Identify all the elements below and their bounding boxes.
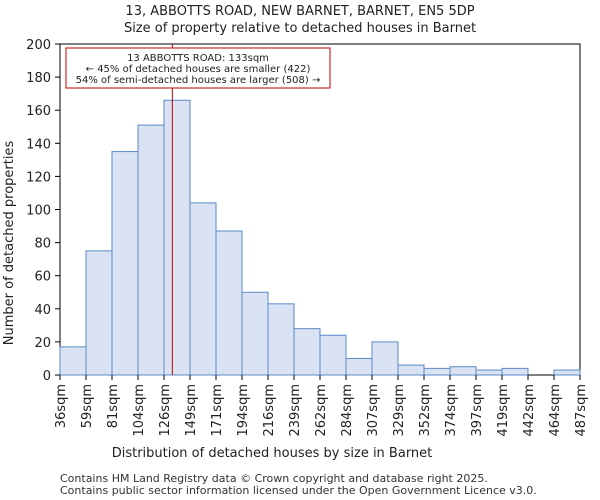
x-tick-label: 487sqm: [574, 384, 589, 437]
x-tick-label: 419sqm: [496, 384, 511, 437]
bar-59sqm: [85, 250, 113, 376]
x-axis-label: Distribution of detached houses by size …: [112, 446, 433, 461]
bar-194sqm: [241, 291, 269, 376]
x-tick-label: 262sqm: [314, 384, 329, 437]
bar-149sqm: [189, 202, 217, 376]
x-tick-label: 149sqm: [184, 384, 199, 437]
y-tick-label: 100: [26, 204, 51, 219]
x-tick-label: 374sqm: [444, 384, 459, 437]
bar-239sqm: [293, 328, 321, 376]
bar-464sqm: [553, 369, 581, 376]
bar-329sqm: [397, 364, 425, 376]
bar-419sqm: [501, 367, 529, 376]
bar-81sqm: [111, 151, 139, 376]
y-tick-label: 180: [26, 71, 51, 86]
footer-line-2: Contains public sector information licen…: [60, 484, 537, 497]
y-tick-label: 20: [34, 336, 51, 351]
bar-216sqm: [267, 303, 295, 376]
y-tick-label: 120: [26, 170, 51, 185]
annotation-line-2: ← 45% of detached houses are smaller (42…: [86, 64, 311, 75]
y-tick-label: 60: [34, 270, 51, 285]
x-tick-label: 216sqm: [262, 384, 277, 437]
y-axis-label: Number of detached properties: [2, 141, 17, 346]
x-tick-label: 352sqm: [418, 384, 433, 437]
x-tick-label: 171sqm: [210, 384, 225, 437]
x-tick-label: 126sqm: [158, 384, 173, 437]
annotation-box: 13 ABBOTTS ROAD: 133sqm ← 45% of detache…: [65, 47, 331, 89]
y-tick-label: 160: [26, 104, 51, 119]
y-tick-label: 0: [43, 369, 51, 384]
bar-284sqm: [345, 357, 373, 376]
x-tick-label: 329sqm: [392, 384, 407, 437]
x-tick-label: 59sqm: [80, 384, 95, 428]
x-tick-label: 442sqm: [522, 384, 537, 437]
chart-title: 13, ABBOTTS ROAD, NEW BARNET, BARNET, EN…: [125, 4, 474, 19]
x-tick-label: 36sqm: [54, 384, 69, 428]
bar-104sqm: [137, 124, 165, 376]
chart-subtitle: Size of property relative to detached ho…: [124, 21, 476, 36]
y-tick-label: 40: [34, 303, 51, 318]
bar-397sqm: [475, 369, 503, 376]
bar-262sqm: [319, 334, 347, 376]
x-tick-label: 464sqm: [548, 384, 563, 437]
x-tick-label: 307sqm: [366, 384, 381, 437]
x-tick-label: 104sqm: [132, 384, 147, 437]
bar-36sqm: [59, 346, 87, 376]
bar-374sqm: [449, 366, 477, 376]
x-tick-label: 397sqm: [470, 384, 485, 437]
x-tick-label: 194sqm: [236, 384, 251, 437]
bar-307sqm: [371, 341, 399, 376]
y-tick-label: 140: [26, 137, 51, 152]
y-tick-label: 80: [34, 237, 51, 252]
y-tick-label: 200: [26, 38, 51, 53]
x-tick-label: 239sqm: [288, 384, 303, 437]
footer-line-1: Contains HM Land Registry data © Crown c…: [60, 472, 488, 485]
bar-126sqm: [163, 99, 191, 376]
annotation-line-1: 13 ABBOTTS ROAD: 133sqm: [127, 53, 269, 64]
x-tick-label: 284sqm: [340, 384, 355, 437]
x-tick-label: 81sqm: [106, 384, 121, 428]
bar-352sqm: [423, 367, 451, 376]
bar-171sqm: [215, 230, 243, 376]
annotation-line-3: 54% of semi-detached houses are larger (…: [76, 75, 321, 86]
